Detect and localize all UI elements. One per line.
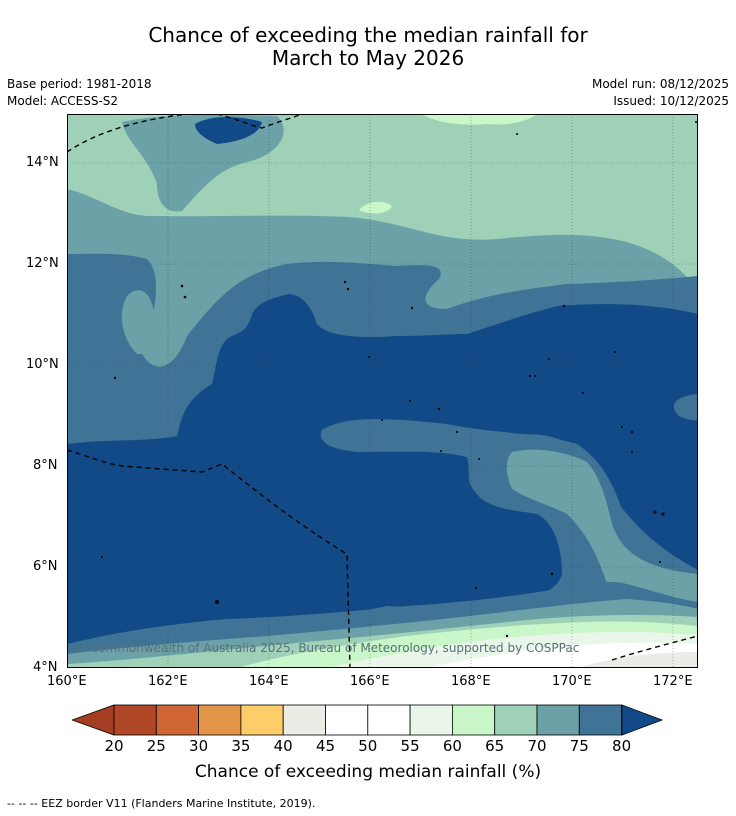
colorbar-cell (494, 704, 538, 736)
colorbar-cell (325, 704, 369, 736)
colorbar-under-arrow (72, 704, 115, 736)
map-title-line-2: March to May 2026 (271, 46, 465, 70)
colorbar-cell (240, 704, 284, 736)
map-border (67, 114, 698, 668)
model-name: Model: ACCESS-S2 (7, 94, 119, 108)
zone-60-top-patch (422, 114, 537, 125)
zone-70-tongue (506, 449, 698, 604)
lon-label-170e: 170°E (552, 674, 592, 689)
colorbar-cell (155, 704, 200, 736)
colorbar-over-arrow (621, 704, 664, 736)
lat-label-14n: 14°N (26, 155, 59, 170)
colorbar-cell (451, 704, 496, 736)
colorbar-cell (113, 704, 157, 736)
islands (101, 121, 697, 638)
zone-70-left-island (121, 290, 169, 354)
lon-label-166e: 166°E (350, 674, 390, 689)
lat-label-12n: 12°N (26, 256, 59, 271)
colorbar-cells (113, 704, 622, 736)
colorbar-tick-label: 40 (273, 737, 293, 755)
colorbar-cell (409, 704, 453, 736)
colorbar-tick-label: 30 (189, 737, 209, 755)
eez-border (67, 114, 698, 668)
lat-label-4n: 4°N (33, 660, 58, 675)
lat-label-6n: 6°N (33, 559, 58, 574)
lon-label-172e: 172°E (653, 674, 693, 689)
colorbar-tick-label: 50 (358, 737, 378, 755)
lon-label-168e: 168°E (451, 674, 491, 689)
lon-label-160e: 160°E (47, 674, 87, 689)
colorbar-tick-label: 35 (231, 737, 251, 755)
zone-40-lower-band (577, 652, 698, 668)
colorbar-tick-label: 75 (569, 737, 589, 755)
colorbar-cell (198, 704, 242, 736)
colorbar-tick-label: 60 (442, 737, 462, 755)
graticule (67, 114, 698, 668)
colorbar-tick-label: 70 (527, 737, 547, 755)
colorbar-cell (282, 704, 326, 736)
zone-80-top-blob (195, 117, 262, 144)
colorbar-tick-label: 25 (146, 737, 166, 755)
colorbar-tick-label: 65 (485, 737, 505, 755)
zone-60-small-patch (359, 201, 392, 214)
issued-date: Issued: 10/12/2025 (613, 94, 729, 108)
colorbar-tick-label: 55 (400, 737, 420, 755)
model-run-date: Model run: 08/12/2025 (591, 77, 729, 91)
lon-label-164e: 164°E (249, 674, 289, 689)
rainfall-map (67, 114, 698, 668)
colorbar-tick-label: 80 (612, 737, 632, 755)
eez-footer-note: -- -- -- EEZ border V11 (Flanders Marine… (7, 797, 316, 810)
colorbar-tick-label: 45 (315, 737, 336, 755)
lat-label-10n: 10°N (26, 357, 59, 372)
colorbar (72, 704, 664, 736)
zone-80-plus (67, 294, 698, 644)
colorbar-cell (578, 704, 622, 736)
lat-label-8n: 8°N (33, 458, 58, 473)
colorbar-title: Chance of exceeding median rainfall (%) (194, 762, 542, 782)
lon-label-162e: 162°E (148, 674, 188, 689)
colorbar-tick-label: 20 (104, 737, 124, 755)
rainfall-map-svg (67, 114, 698, 668)
base-period: Base period: 1981-2018 (7, 77, 152, 91)
copyright-notice: © Commonwealth of Australia 2025, Bureau… (74, 641, 580, 655)
colorbar-cell (536, 704, 580, 736)
colorbar-cell (367, 704, 411, 736)
map-title-line-1: Chance of exceeding the median rainfall … (148, 23, 588, 47)
